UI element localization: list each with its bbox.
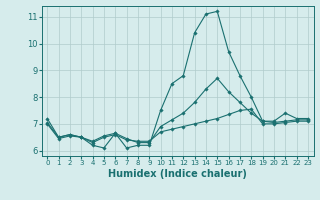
X-axis label: Humidex (Indice chaleur): Humidex (Indice chaleur) <box>108 169 247 179</box>
